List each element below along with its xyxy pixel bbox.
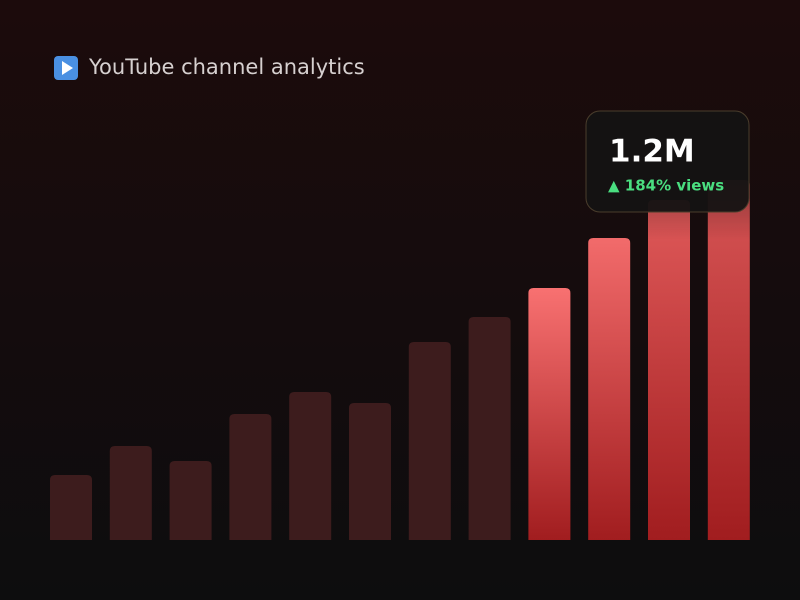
bar [408, 342, 451, 540]
bar [528, 288, 571, 540]
bar [648, 200, 690, 540]
bar [109, 446, 152, 540]
tooltip-box [585, 110, 750, 213]
bar [349, 403, 391, 540]
tooltip-value: 1.2M [609, 134, 695, 170]
title-icon [54, 56, 78, 80]
tooltip: 1.2M ▲ 184% views [585, 110, 750, 213]
tooltip-change: ▲ 184% views [608, 177, 724, 195]
chart-title: YouTube channel analytics [88, 55, 365, 79]
bar [229, 414, 272, 540]
bar [588, 238, 631, 540]
bar [707, 180, 750, 540]
bar [289, 392, 332, 540]
bar [169, 461, 212, 540]
bars [50, 180, 750, 540]
bar [50, 475, 92, 540]
bar [468, 317, 511, 540]
